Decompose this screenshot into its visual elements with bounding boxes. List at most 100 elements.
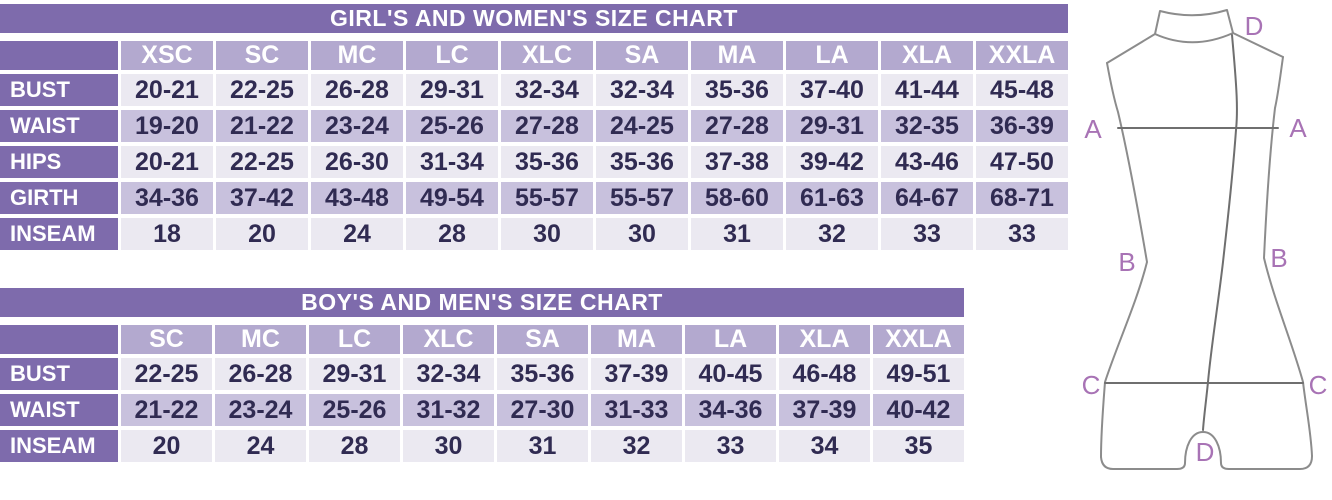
column-header-cell: SC xyxy=(121,325,212,354)
size-value-cell: 25-26 xyxy=(406,110,498,142)
size-value-cell: 29-31 xyxy=(406,74,498,106)
size-value-cell: 32-34 xyxy=(403,358,494,390)
row-label-cell: BUST xyxy=(0,358,118,390)
size-value-cell: 29-31 xyxy=(786,110,878,142)
right-shoulder-line xyxy=(1232,32,1284,58)
size-value-cell: 32 xyxy=(786,218,878,250)
size-value-cell: 32 xyxy=(591,430,682,462)
size-value-cell: 46-48 xyxy=(779,358,870,390)
size-value-cell: 35-36 xyxy=(501,146,593,178)
size-value-cell: 31 xyxy=(691,218,783,250)
size-value-cell: 18 xyxy=(121,218,213,250)
column-header-cell: XLC xyxy=(403,325,494,354)
column-header-cell: MA xyxy=(591,325,682,354)
size-value-cell: 43-46 xyxy=(881,146,973,178)
girls-size-chart: GIRL'S AND WOMEN'S SIZE CHART XSC SC MC LC X… xyxy=(0,4,1068,250)
girls-chart-title: GIRL'S AND WOMEN'S SIZE CHART xyxy=(0,4,1068,33)
measure-label-a-left: A xyxy=(1084,114,1102,144)
size-value-cell: 21-22 xyxy=(121,394,212,426)
leotard-measurement-diagram: A A B B C C D D xyxy=(1082,9,1328,470)
size-value-cell: 47-50 xyxy=(976,146,1068,178)
size-value-cell: 25-26 xyxy=(309,394,400,426)
size-value-cell: 29-31 xyxy=(309,358,400,390)
size-value-cell: 20 xyxy=(121,430,212,462)
size-value-cell: 40-42 xyxy=(873,394,964,426)
size-value-cell: 31-32 xyxy=(403,394,494,426)
measure-label-d-bottom: D xyxy=(1196,437,1215,467)
size-value-cell: 32-34 xyxy=(596,74,688,106)
size-value-cell: 27-28 xyxy=(501,110,593,142)
table-corner-cell xyxy=(0,41,118,70)
size-value-cell: 24 xyxy=(215,430,306,462)
size-value-cell: 22-25 xyxy=(216,74,308,106)
column-header-cell: SA xyxy=(497,325,588,354)
size-value-cell: 39-42 xyxy=(786,146,878,178)
column-header-cell: XXLA xyxy=(976,41,1068,70)
column-header-cell: MC xyxy=(215,325,306,354)
size-value-cell: 31-34 xyxy=(406,146,498,178)
measure-label-c-right: C xyxy=(1309,370,1328,400)
size-value-cell: 20-21 xyxy=(121,74,213,106)
measure-label-b-right: B xyxy=(1270,243,1287,273)
hem-and-crotch-outline xyxy=(1100,431,1313,470)
size-value-cell: 26-28 xyxy=(215,358,306,390)
size-value-cell: 23-24 xyxy=(215,394,306,426)
column-header-cell: MC xyxy=(311,41,403,70)
row-label-cell: BUST xyxy=(0,74,118,106)
size-value-cell: 30 xyxy=(501,218,593,250)
size-value-cell: 37-39 xyxy=(591,358,682,390)
measure-label-d-top: D xyxy=(1245,11,1264,41)
size-value-cell: 49-51 xyxy=(873,358,964,390)
size-value-cell: 37-38 xyxy=(691,146,783,178)
row-label-cell: WAIST xyxy=(0,110,118,142)
size-value-cell: 35 xyxy=(873,430,964,462)
size-value-cell: 24-25 xyxy=(596,110,688,142)
column-header-cell: LA xyxy=(685,325,776,354)
column-header-cell: MA xyxy=(691,41,783,70)
column-header-cell: XLA xyxy=(779,325,870,354)
size-value-cell: 55-57 xyxy=(501,182,593,214)
left-shoulder-line xyxy=(1106,33,1156,64)
size-value-cell: 26-30 xyxy=(311,146,403,178)
column-header-cell: XXLA xyxy=(873,325,964,354)
boys-size-chart: BOY'S AND MEN'S SIZE CHART SC MC LC XLC SA MA… xyxy=(0,288,964,462)
size-value-cell: 35-36 xyxy=(497,358,588,390)
size-value-cell: 68-71 xyxy=(976,182,1068,214)
table-corner-cell xyxy=(0,325,118,354)
size-value-cell: 24 xyxy=(311,218,403,250)
collar-outline xyxy=(1154,9,1234,44)
size-value-cell: 34-36 xyxy=(121,182,213,214)
size-value-cell: 20 xyxy=(216,218,308,250)
size-value-cell: 41-44 xyxy=(881,74,973,106)
size-value-cell: 35-36 xyxy=(596,146,688,178)
column-header-cell: XLC xyxy=(501,41,593,70)
size-value-cell: 28 xyxy=(309,430,400,462)
boys-size-table: SC MC LC XLC SA MA LA XLA XXLA BUST 22-25 26-28 29-3… xyxy=(0,325,964,462)
size-value-cell: 33 xyxy=(976,218,1068,250)
column-header-cell: XLA xyxy=(881,41,973,70)
left-body-outline xyxy=(1100,62,1148,458)
measure-label-c-left: C xyxy=(1082,370,1100,400)
size-value-cell: 55-57 xyxy=(596,182,688,214)
size-value-cell: 43-48 xyxy=(311,182,403,214)
size-value-cell: 32-34 xyxy=(501,74,593,106)
size-value-cell: 28 xyxy=(406,218,498,250)
row-label-cell: INSEAM xyxy=(0,430,118,462)
size-value-cell: 31-33 xyxy=(591,394,682,426)
size-value-cell: 20-21 xyxy=(121,146,213,178)
size-value-cell: 30 xyxy=(403,430,494,462)
measure-label-a-right: A xyxy=(1289,113,1307,143)
size-value-cell: 45-48 xyxy=(976,74,1068,106)
size-value-cell: 31 xyxy=(497,430,588,462)
column-header-cell: LC xyxy=(309,325,400,354)
size-value-cell: 27-28 xyxy=(691,110,783,142)
column-header-cell: SA xyxy=(596,41,688,70)
girls-size-table: XSC SC MC LC XLC SA MA LA XLA XXLA BUST 20-21 22-25 2… xyxy=(0,41,1068,250)
size-value-cell: 34 xyxy=(779,430,870,462)
size-value-cell: 19-20 xyxy=(121,110,213,142)
size-value-cell: 26-28 xyxy=(311,74,403,106)
size-value-cell: 32-35 xyxy=(881,110,973,142)
size-value-cell: 37-40 xyxy=(786,74,878,106)
size-value-cell: 58-60 xyxy=(691,182,783,214)
